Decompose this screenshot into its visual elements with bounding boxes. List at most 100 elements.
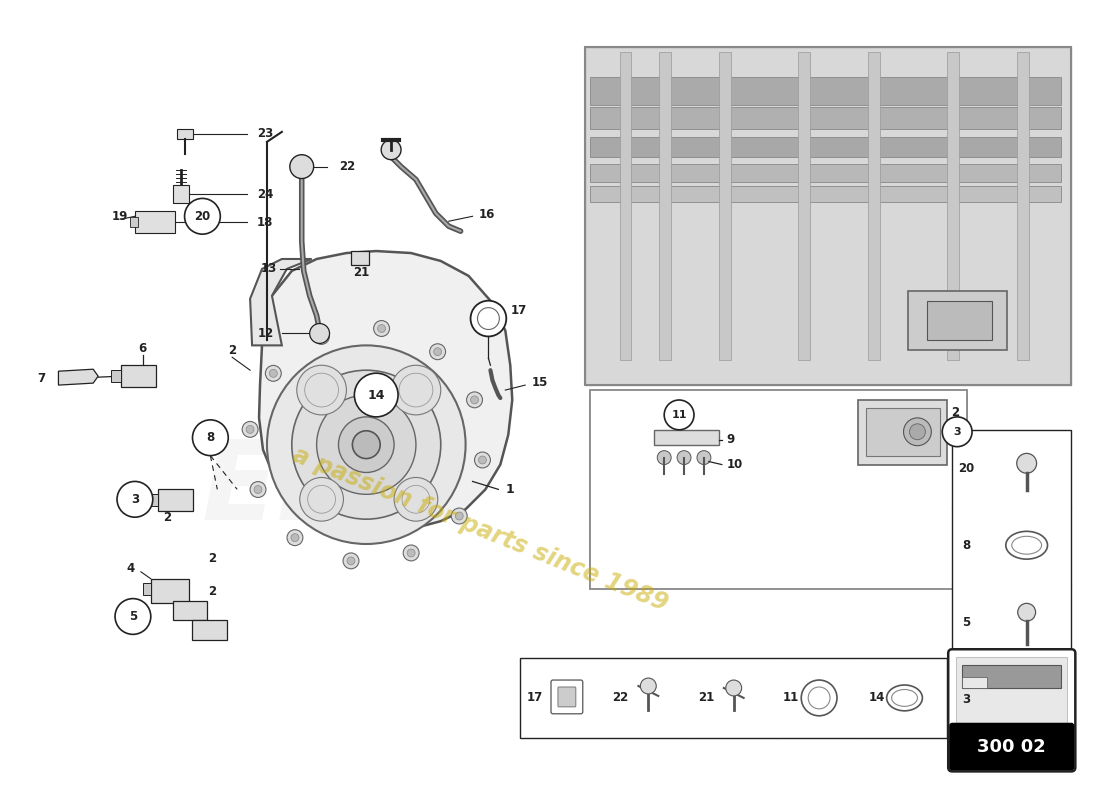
Circle shape — [407, 549, 415, 557]
Circle shape — [265, 366, 282, 382]
Circle shape — [374, 321, 389, 337]
Text: 2: 2 — [952, 406, 959, 419]
Circle shape — [394, 478, 438, 521]
Circle shape — [903, 418, 932, 446]
Text: 2: 2 — [208, 552, 217, 566]
Text: 3: 3 — [954, 426, 961, 437]
Circle shape — [658, 450, 671, 465]
FancyBboxPatch shape — [659, 53, 671, 360]
Circle shape — [471, 396, 478, 404]
FancyBboxPatch shape — [590, 395, 967, 578]
Circle shape — [317, 395, 416, 494]
Circle shape — [1019, 683, 1035, 699]
Text: 3: 3 — [131, 493, 139, 506]
Text: 11: 11 — [783, 691, 800, 705]
Circle shape — [292, 534, 299, 542]
Text: 1: 1 — [506, 483, 515, 496]
Text: 5: 5 — [129, 610, 138, 623]
Circle shape — [471, 301, 506, 337]
Circle shape — [430, 344, 446, 360]
FancyBboxPatch shape — [908, 290, 1007, 350]
FancyBboxPatch shape — [590, 137, 1062, 157]
Circle shape — [726, 680, 741, 696]
Circle shape — [318, 333, 326, 340]
Circle shape — [382, 140, 402, 160]
Text: 2: 2 — [208, 585, 217, 598]
Text: 22: 22 — [613, 691, 628, 705]
Circle shape — [392, 366, 441, 415]
Text: 24: 24 — [257, 188, 274, 201]
Circle shape — [377, 325, 386, 333]
FancyBboxPatch shape — [111, 370, 121, 382]
FancyBboxPatch shape — [949, 722, 1075, 770]
Text: 20: 20 — [195, 210, 210, 222]
FancyBboxPatch shape — [173, 601, 208, 621]
Polygon shape — [962, 677, 987, 688]
FancyBboxPatch shape — [948, 650, 1076, 771]
Circle shape — [478, 456, 486, 464]
Text: 8: 8 — [207, 431, 215, 444]
Text: 6: 6 — [139, 342, 147, 355]
FancyBboxPatch shape — [590, 107, 1062, 129]
FancyBboxPatch shape — [590, 78, 1062, 105]
Polygon shape — [58, 370, 98, 385]
Circle shape — [270, 370, 277, 378]
Circle shape — [346, 557, 355, 565]
Circle shape — [185, 198, 220, 234]
FancyBboxPatch shape — [150, 494, 157, 506]
FancyBboxPatch shape — [130, 218, 138, 227]
Text: 18: 18 — [257, 216, 274, 229]
Circle shape — [640, 678, 657, 694]
Circle shape — [287, 530, 303, 546]
Text: 5: 5 — [962, 616, 970, 629]
FancyBboxPatch shape — [151, 578, 188, 602]
FancyBboxPatch shape — [858, 400, 947, 465]
Circle shape — [297, 366, 346, 415]
Text: 300 02: 300 02 — [978, 738, 1046, 755]
Circle shape — [192, 420, 229, 456]
FancyBboxPatch shape — [866, 408, 940, 456]
Text: 15: 15 — [532, 376, 549, 389]
Circle shape — [314, 329, 329, 344]
Text: 13: 13 — [261, 262, 277, 275]
Circle shape — [254, 486, 262, 494]
Circle shape — [474, 452, 491, 468]
Text: 11: 11 — [671, 410, 686, 420]
FancyBboxPatch shape — [558, 687, 575, 707]
Circle shape — [1016, 454, 1036, 474]
FancyBboxPatch shape — [718, 53, 730, 360]
Text: 9: 9 — [727, 434, 735, 446]
Text: a passion for parts since 1989: a passion for parts since 1989 — [289, 442, 672, 616]
Polygon shape — [962, 665, 1062, 688]
Circle shape — [943, 417, 972, 446]
Text: 12: 12 — [257, 327, 274, 340]
Text: 3: 3 — [962, 693, 970, 706]
FancyBboxPatch shape — [956, 658, 1067, 726]
Polygon shape — [258, 251, 513, 531]
Text: 14: 14 — [367, 389, 385, 402]
FancyBboxPatch shape — [590, 164, 1062, 182]
FancyBboxPatch shape — [173, 186, 188, 203]
Circle shape — [664, 400, 694, 430]
FancyBboxPatch shape — [947, 53, 959, 360]
Text: 4: 4 — [126, 562, 135, 575]
Circle shape — [310, 323, 330, 343]
Circle shape — [116, 598, 151, 634]
Circle shape — [697, 450, 711, 465]
Circle shape — [451, 508, 468, 524]
Polygon shape — [250, 259, 311, 346]
Circle shape — [343, 553, 359, 569]
FancyBboxPatch shape — [143, 582, 151, 594]
Circle shape — [267, 346, 465, 544]
Text: 7: 7 — [37, 372, 45, 385]
FancyBboxPatch shape — [551, 680, 583, 714]
Text: 17: 17 — [510, 304, 527, 317]
Circle shape — [433, 348, 441, 356]
Text: 21: 21 — [353, 266, 370, 279]
Text: 23: 23 — [257, 127, 273, 140]
Circle shape — [404, 545, 419, 561]
Circle shape — [299, 478, 343, 521]
Circle shape — [289, 154, 314, 178]
FancyBboxPatch shape — [585, 47, 1071, 385]
Text: 19: 19 — [111, 210, 128, 222]
